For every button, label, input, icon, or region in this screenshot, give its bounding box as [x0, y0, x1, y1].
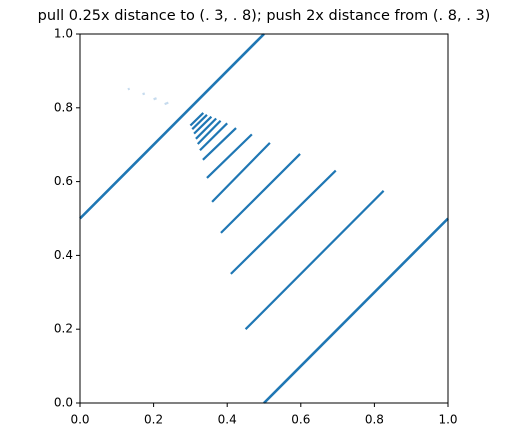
line-segment: [220, 153, 301, 234]
line-segment: [79, 33, 265, 220]
line-segment: [263, 217, 449, 404]
line-segment: [142, 92, 146, 96]
line-segment: [196, 119, 222, 145]
x-tick-label: 0.2: [144, 413, 163, 427]
line-segment: [206, 133, 253, 179]
line-segment: [153, 97, 157, 101]
y-tick-label: 0.2: [54, 322, 73, 336]
y-tick-label: 1.0: [54, 27, 73, 41]
x-tick-label: 0.8: [365, 413, 384, 427]
line-segment: [191, 114, 208, 130]
chart-title: pull 0.25x distance to (. 3, . 8); push …: [38, 8, 491, 24]
x-tick-label: 0.6: [291, 413, 310, 427]
line-segment: [230, 169, 337, 275]
line-segment: [211, 142, 271, 203]
line-segment: [127, 87, 131, 91]
x-tick-label: 1.0: [438, 413, 457, 427]
plot-frame: [79, 33, 449, 404]
line-segment: [193, 115, 213, 135]
y-tick-label: 0.4: [54, 248, 73, 262]
x-tick-label: 0.4: [218, 413, 237, 427]
y-tick-label: 0.8: [54, 100, 73, 114]
y-tick-label: 0.6: [54, 174, 73, 188]
line-segment: [244, 190, 385, 330]
line-segment: [189, 112, 205, 127]
line-segment: [164, 101, 169, 106]
line-segment: [199, 122, 228, 152]
x-tick-label: 0.0: [70, 413, 89, 427]
line-segment: [195, 117, 217, 140]
y-tick-label: 0.0: [54, 396, 73, 410]
line-segment: [202, 127, 237, 161]
